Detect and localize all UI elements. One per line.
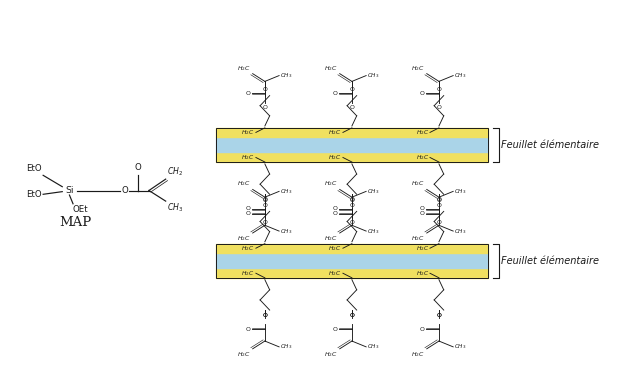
Text: O: O xyxy=(420,91,425,96)
Text: $CH_3$: $CH_3$ xyxy=(454,71,467,80)
Text: $H_2C$: $H_2C$ xyxy=(415,244,429,253)
Text: O: O xyxy=(262,197,267,202)
Text: O: O xyxy=(436,203,441,208)
Text: MAP: MAP xyxy=(59,216,92,229)
Bar xyxy=(216,243,488,278)
Text: $H_2C$: $H_2C$ xyxy=(329,269,342,278)
Text: Feuillet élémentaire: Feuillet élémentaire xyxy=(501,256,599,266)
Text: O: O xyxy=(350,221,354,226)
Text: $H_2C$: $H_2C$ xyxy=(324,234,338,243)
Text: O: O xyxy=(332,211,337,216)
Bar xyxy=(216,138,488,152)
Text: $CH_3$: $CH_3$ xyxy=(367,343,379,351)
Text: O: O xyxy=(262,203,267,208)
Text: O: O xyxy=(420,206,425,211)
Text: $CH_3$: $CH_3$ xyxy=(280,227,293,235)
Text: $CH_2$: $CH_2$ xyxy=(168,165,184,178)
Text: O: O xyxy=(350,198,354,203)
Text: $CH_3$: $CH_3$ xyxy=(280,187,293,196)
Text: O: O xyxy=(436,221,441,226)
Text: O: O xyxy=(262,314,267,319)
Text: O: O xyxy=(350,314,354,319)
Text: O: O xyxy=(350,203,354,208)
Text: $CH_3$: $CH_3$ xyxy=(454,227,467,235)
Text: $CH_3$: $CH_3$ xyxy=(280,71,293,80)
Text: $H_2C$: $H_2C$ xyxy=(411,234,425,243)
Text: O: O xyxy=(246,211,251,216)
Text: $H_2C$: $H_2C$ xyxy=(241,128,254,137)
Text: $CH_3$: $CH_3$ xyxy=(454,187,467,196)
Bar xyxy=(216,152,488,162)
Text: $CH_3$: $CH_3$ xyxy=(280,343,293,351)
Text: O: O xyxy=(436,198,441,203)
Text: O: O xyxy=(135,163,142,172)
Bar xyxy=(216,243,488,253)
Text: $H_2C$: $H_2C$ xyxy=(324,179,338,188)
Bar xyxy=(216,253,488,268)
Text: $H_2C$: $H_2C$ xyxy=(324,64,338,72)
Text: O: O xyxy=(436,87,441,92)
Text: $H_2C$: $H_2C$ xyxy=(324,350,338,359)
Text: O: O xyxy=(350,313,354,318)
Text: $H_2C$: $H_2C$ xyxy=(329,128,342,137)
Text: O: O xyxy=(262,221,267,226)
Text: O: O xyxy=(420,327,425,332)
Text: O: O xyxy=(262,198,267,203)
Text: O: O xyxy=(436,105,441,110)
Text: $H_2C$: $H_2C$ xyxy=(415,128,429,137)
Text: $H_2C$: $H_2C$ xyxy=(237,64,251,72)
Text: O: O xyxy=(332,91,337,96)
Text: O: O xyxy=(246,91,251,96)
Text: O: O xyxy=(436,313,441,318)
Text: O: O xyxy=(246,327,251,332)
Text: O: O xyxy=(350,87,354,92)
Text: O: O xyxy=(332,206,337,211)
Text: O: O xyxy=(122,186,128,195)
Text: O: O xyxy=(436,197,441,202)
Text: $H_2C$: $H_2C$ xyxy=(415,153,429,162)
Text: OEt: OEt xyxy=(72,205,88,214)
Text: $H_2C$: $H_2C$ xyxy=(237,234,251,243)
Text: O: O xyxy=(350,105,354,110)
Text: $CH_3$: $CH_3$ xyxy=(367,227,379,235)
Bar xyxy=(216,268,488,278)
Text: $H_2C$: $H_2C$ xyxy=(329,153,342,162)
Text: O: O xyxy=(332,327,337,332)
Text: $CH_3$: $CH_3$ xyxy=(367,187,379,196)
Text: O: O xyxy=(420,211,425,216)
Text: EtO: EtO xyxy=(27,190,42,199)
Text: O: O xyxy=(350,197,354,202)
Text: $CH_3$: $CH_3$ xyxy=(367,71,379,80)
Text: $H_2C$: $H_2C$ xyxy=(415,269,429,278)
Text: Feuillet élémentaire: Feuillet élémentaire xyxy=(501,140,599,150)
Bar xyxy=(216,128,488,138)
Text: $H_2C$: $H_2C$ xyxy=(411,179,425,188)
Text: $H_2C$: $H_2C$ xyxy=(329,244,342,253)
Text: $H_2C$: $H_2C$ xyxy=(241,269,254,278)
Text: O: O xyxy=(436,314,441,319)
Text: Si: Si xyxy=(65,186,74,195)
Text: O: O xyxy=(246,206,251,211)
Text: $CH_3$: $CH_3$ xyxy=(454,343,467,351)
Text: $H_2C$: $H_2C$ xyxy=(241,153,254,162)
Text: $H_2C$: $H_2C$ xyxy=(237,179,251,188)
Text: $H_2C$: $H_2C$ xyxy=(411,64,425,72)
Text: $H_2C$: $H_2C$ xyxy=(411,350,425,359)
Bar xyxy=(216,128,488,162)
Text: O: O xyxy=(262,313,267,318)
Text: O: O xyxy=(262,87,267,92)
Text: $H_2C$: $H_2C$ xyxy=(237,350,251,359)
Text: EtO: EtO xyxy=(27,165,42,173)
Text: $H_2C$: $H_2C$ xyxy=(241,244,254,253)
Text: O: O xyxy=(262,105,267,110)
Text: $CH_3$: $CH_3$ xyxy=(167,202,183,215)
